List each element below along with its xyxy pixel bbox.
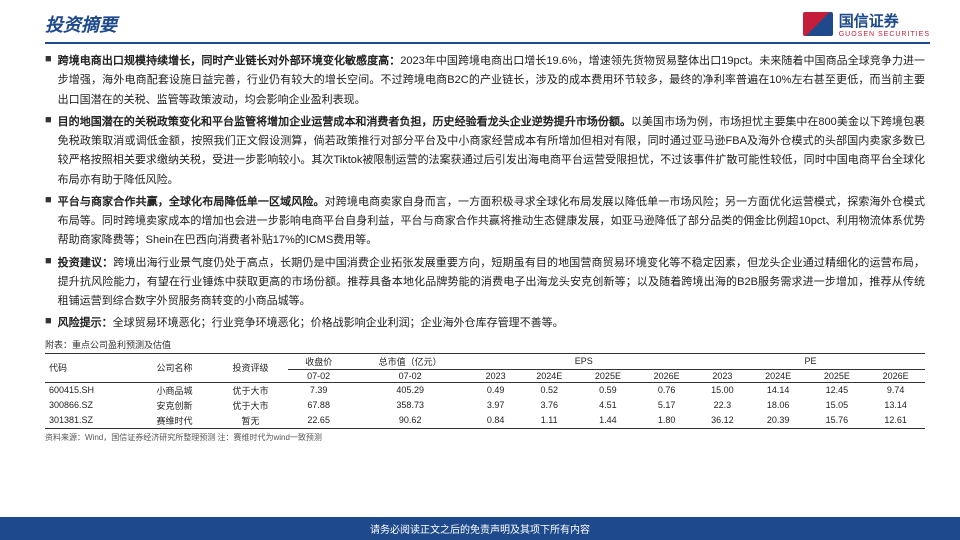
table-cell: 405.29	[349, 382, 472, 398]
table-cell: 3.97	[471, 398, 519, 413]
table-cell: 90.62	[349, 413, 472, 429]
table-cell: 1.80	[637, 413, 696, 429]
table-row: 300866.SZ安克创新优于大市67.88358.733.973.764.51…	[45, 398, 925, 413]
table-row: 600415.SH小商品城优于大市7.39405.290.490.520.590…	[45, 382, 925, 398]
table-cell: 600415.SH	[45, 382, 137, 398]
col-close-date: 07-02	[288, 369, 348, 382]
col-pe-2024e: 2024E	[749, 369, 808, 382]
bullet-text: 风险提示：全球贸易环境恶化；行业竞争环境恶化；价格战影响企业利润；企业海外仓库存…	[58, 314, 564, 333]
col-2024e: 2024E	[520, 369, 579, 382]
table-cell: 0.49	[471, 382, 519, 398]
table-cell: 15.76	[807, 413, 866, 429]
table-row: 301381.SZ赛维时代暂无22.6590.620.841.111.441.8…	[45, 413, 925, 429]
bullet-item: ■跨境电商出口规模持续增长，同时产业链长对外部环境变化敏感度高：2023年中国跨…	[45, 52, 925, 110]
table-cell: 赛维时代	[137, 413, 213, 429]
col-pe: PE	[696, 353, 925, 369]
table-cell: 300866.SZ	[45, 398, 137, 413]
table-cell: 0.84	[471, 413, 519, 429]
table-cell: 22.3	[696, 398, 749, 413]
col-rating: 投资评级	[213, 353, 289, 382]
table-cell: 0.52	[520, 382, 579, 398]
page-title: 投资摘要	[45, 11, 117, 37]
table-cell: 12.61	[866, 413, 925, 429]
table-cell: 67.88	[288, 398, 348, 413]
bullet-text: 平台与商家合作共赢，全球化布局降低单一区域风险。对跨境电商卖家自身而言，一方面积…	[58, 193, 925, 251]
table-cell: 20.39	[749, 413, 808, 429]
bullet-marker: ■	[45, 255, 52, 312]
bullet-marker: ■	[45, 53, 52, 110]
table-cell: 13.14	[866, 398, 925, 413]
bullet-item: ■ 风险提示：全球贸易环境恶化；行业竞争环境恶化；价格战影响企业利润；企业海外仓库…	[45, 314, 925, 333]
table-cell: 优于大市	[213, 398, 289, 413]
table-cell: 14.14	[749, 382, 808, 398]
table-cell: 7.39	[288, 382, 348, 398]
col-2026e: 2026E	[637, 369, 696, 382]
table-cell: 小商品城	[137, 382, 213, 398]
table-cell: 优于大市	[213, 382, 289, 398]
table-cell: 4.51	[579, 398, 638, 413]
table-cell: 18.06	[749, 398, 808, 413]
col-pe-2026e: 2026E	[866, 369, 925, 382]
bullet-marker: ■	[45, 114, 52, 190]
brand-logo: 国信证券 GUOSEN SECURITIES	[803, 10, 930, 38]
table-cell: 36.12	[696, 413, 749, 429]
table-cell: 9.74	[866, 382, 925, 398]
table-cell: 5.17	[637, 398, 696, 413]
table-cell: 22.65	[288, 413, 348, 429]
bullet-text: 跨境电商出口规模持续增长，同时产业链长对外部环境变化敏感度高：2023年中国跨境…	[58, 52, 925, 110]
bullet-marker: ■	[45, 194, 52, 251]
brand-sub: GUOSEN SECURITIES	[839, 31, 930, 38]
col-eps: EPS	[471, 353, 696, 369]
table-cell: 0.76	[637, 382, 696, 398]
bullet-item: ■目的地国潜在的关税政策变化和平台监管将增加企业运营成本和消费者负担，历史经验看…	[45, 113, 925, 190]
bullet-marker: ■	[45, 315, 52, 333]
table-cell: 1.44	[579, 413, 638, 429]
col-2023: 2023	[471, 369, 519, 382]
table-cell: 1.11	[520, 413, 579, 429]
table-cell: 12.45	[807, 382, 866, 398]
table-cell: 3.76	[520, 398, 579, 413]
col-mcap: 总市值（亿元）	[349, 353, 472, 369]
col-code: 代码	[45, 353, 137, 382]
table-cell: 暂无	[213, 413, 289, 429]
col-close: 收盘价	[288, 353, 348, 369]
col-mcap-date: 07-02	[349, 369, 472, 382]
table-cell: 0.59	[579, 382, 638, 398]
table-cell: 15.00	[696, 382, 749, 398]
table-caption: 附表：重点公司盈利预测及估值	[45, 338, 960, 351]
table-cell: 301381.SZ	[45, 413, 137, 429]
table-cell: 安克创新	[137, 398, 213, 413]
valuation-table: 代码 公司名称 投资评级 收盘价 总市值（亿元） EPS PE 07-02 07…	[45, 353, 925, 429]
table-cell: 358.73	[349, 398, 472, 413]
brand-name: 国信证券	[839, 10, 930, 31]
col-name: 公司名称	[137, 353, 213, 382]
bullet-item: ■投资建议：跨境出海行业景气度仍处于高点，长期仍是中国消费企业拓张发展重要方向，…	[45, 254, 925, 312]
col-pe-2023: 2023	[696, 369, 749, 382]
col-pe-2025e: 2025E	[807, 369, 866, 382]
col-2025e: 2025E	[579, 369, 638, 382]
table-cell: 15.05	[807, 398, 866, 413]
bullet-text: 目的地国潜在的关税政策变化和平台监管将增加企业运营成本和消费者负担，历史经验看龙…	[58, 113, 925, 190]
logo-icon	[803, 12, 833, 36]
bullet-item: ■平台与商家合作共赢，全球化布局降低单一区域风险。对跨境电商卖家自身而言，一方面…	[45, 193, 925, 251]
bullet-text: 投资建议：跨境出海行业景气度仍处于高点，长期仍是中国消费企业拓张发展重要方向，短…	[58, 254, 925, 312]
footer-disclaimer: 请务必阅读正文之后的免责声明及其项下所有内容	[0, 517, 960, 540]
table-note: 资料来源：Wind，国信证券经济研究所整理预测 注：赛维时代为wind一致预测	[45, 432, 960, 443]
